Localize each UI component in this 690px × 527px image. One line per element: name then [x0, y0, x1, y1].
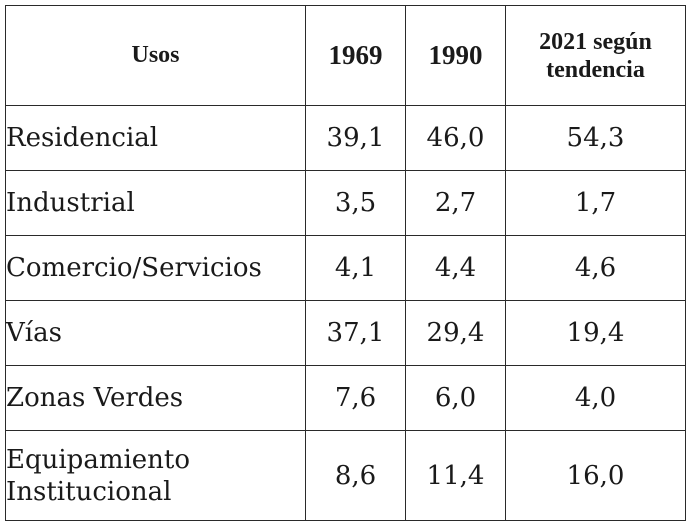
cell-1969: 7,6	[305, 365, 406, 431]
table-row: Equipamiento Institucional 8,6 11,4 16,0	[5, 430, 686, 521]
header-1969: 1969	[305, 5, 406, 106]
cell-1969: 8,6	[305, 430, 406, 521]
cell-1990: 2,7	[405, 170, 506, 236]
table-row: Vías 37,1 29,4 19,4	[5, 300, 686, 366]
header-2021-line2: tendencia	[546, 56, 645, 83]
table-row: Comercio/Servicios 4,1 4,4 4,6	[5, 235, 686, 301]
row-label: Comercio/Servicios	[5, 235, 306, 301]
cell-2021: 54,3	[505, 105, 686, 171]
row-label: Vías	[5, 300, 306, 366]
header-usos: Usos	[5, 5, 306, 106]
cell-1990: 46,0	[405, 105, 506, 171]
cell-2021: 1,7	[505, 170, 686, 236]
table-row: Residencial 39,1 46,0 54,3	[5, 105, 686, 171]
header-row: Usos 1969 1990 2021 según tendencia	[5, 5, 686, 106]
row-label: Residencial	[5, 105, 306, 171]
table-row: Zonas Verdes 7,6 6,0 4,0	[5, 365, 686, 431]
cell-2021: 19,4	[505, 300, 686, 366]
table-row: Industrial 3,5 2,7 1,7	[5, 170, 686, 236]
cell-2021: 4,0	[505, 365, 686, 431]
row-label: Equipamiento Institucional	[5, 430, 306, 521]
cell-1969: 4,1	[305, 235, 406, 301]
header-1990: 1990	[405, 5, 506, 106]
cell-1969: 37,1	[305, 300, 406, 366]
header-2021-line1: 2021 según	[539, 28, 652, 55]
land-use-table: Usos 1969 1990 2021 según tendencia Resi…	[5, 5, 686, 521]
cell-2021: 4,6	[505, 235, 686, 301]
cell-1969: 39,1	[305, 105, 406, 171]
row-label: Industrial	[5, 170, 306, 236]
header-2021-projection: 2021 según tendencia	[505, 5, 686, 106]
cell-1990: 6,0	[405, 365, 506, 431]
cell-1969: 3,5	[305, 170, 406, 236]
cell-1990: 4,4	[405, 235, 506, 301]
row-label: Zonas Verdes	[5, 365, 306, 431]
cell-1990: 11,4	[405, 430, 506, 521]
cell-1990: 29,4	[405, 300, 506, 366]
cell-2021: 16,0	[505, 430, 686, 521]
